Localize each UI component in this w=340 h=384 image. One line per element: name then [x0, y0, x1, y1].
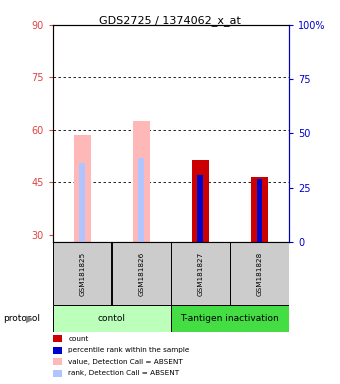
- Bar: [79, 163, 85, 242]
- Text: GSM181828: GSM181828: [256, 252, 262, 296]
- Bar: [230, 242, 289, 305]
- Text: rank, Detection Call = ABSENT: rank, Detection Call = ABSENT: [68, 370, 180, 376]
- Text: GSM181827: GSM181827: [198, 252, 203, 296]
- Text: GDS2725 / 1374062_x_at: GDS2725 / 1374062_x_at: [99, 15, 241, 26]
- Bar: [256, 179, 262, 242]
- Bar: [192, 160, 209, 242]
- Text: value, Detection Call = ABSENT: value, Detection Call = ABSENT: [68, 359, 183, 365]
- Bar: [53, 242, 112, 305]
- Bar: [112, 242, 171, 305]
- Bar: [198, 175, 203, 242]
- Text: percentile rank within the sample: percentile rank within the sample: [68, 347, 190, 353]
- Text: protocol: protocol: [3, 314, 40, 323]
- Bar: [133, 121, 150, 242]
- Text: count: count: [68, 336, 89, 342]
- Bar: [138, 158, 144, 242]
- Text: ▶: ▶: [26, 314, 34, 324]
- Bar: [171, 242, 230, 305]
- Text: T-antigen inactivation: T-antigen inactivation: [181, 314, 279, 323]
- Text: GSM181825: GSM181825: [79, 252, 85, 296]
- Bar: [74, 135, 90, 242]
- Text: contol: contol: [98, 314, 126, 323]
- Bar: [53, 305, 171, 332]
- Bar: [251, 177, 268, 242]
- Text: GSM181826: GSM181826: [138, 252, 144, 296]
- Bar: [171, 305, 289, 332]
